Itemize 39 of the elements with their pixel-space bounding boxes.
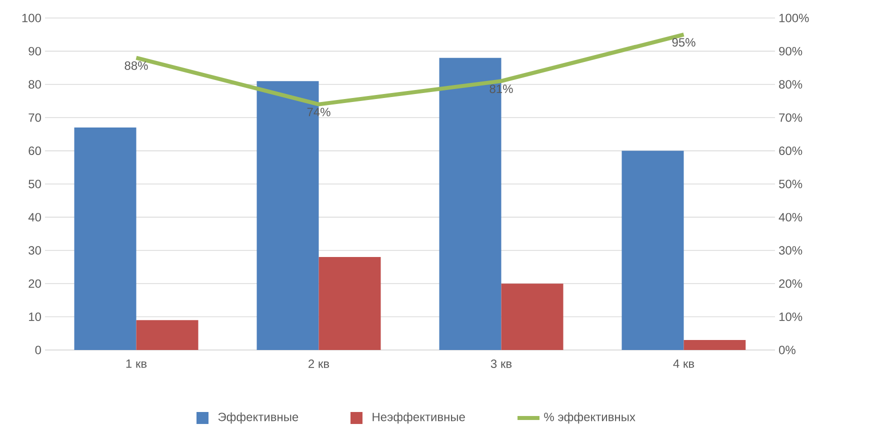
y-tick-label: 100 [22, 14, 42, 22]
y-tick-label: 10 [29, 312, 42, 322]
data-label: 88% [124, 61, 148, 70]
y-tick-label: 60 [28, 146, 42, 156]
y2-tick-label: 100% [779, 14, 809, 22]
y-tick-label: 40 [28, 212, 42, 222]
bar [318, 257, 381, 350]
y-tick-label: 90 [28, 46, 42, 56]
y2-tick-label: 10% [779, 312, 802, 322]
y2-tick-label: 30% [778, 246, 802, 255]
y2-tick-label: 20% [779, 279, 802, 288]
data-label: 95% [672, 38, 696, 47]
legend-label: Неэффективные [372, 412, 465, 424]
y2-tick-label: 50% [779, 180, 802, 188]
bar [136, 320, 198, 350]
y-tick-label: 80 [28, 80, 42, 89]
data-label: 74% [307, 108, 330, 116]
x-tick-label: 4 кв [673, 360, 694, 368]
y-tick-label: 20 [28, 279, 42, 288]
x-tick-label: 2 кв [308, 360, 330, 368]
data-label: 81% [490, 84, 513, 94]
y2-tick-label: 40% [778, 212, 802, 222]
bar [684, 340, 746, 350]
y2-tick-label: 0% [779, 346, 796, 354]
legend-label: Эффективные [218, 412, 298, 424]
y-tick-label: 50 [28, 180, 42, 188]
y2-tick-label: 90% [779, 46, 802, 56]
x-tick-label: 1 кв [126, 360, 147, 368]
y2-tick-label: 80% [779, 80, 802, 89]
y2-tick-label: 60% [779, 146, 802, 156]
y-tick-label: 0 [35, 346, 42, 354]
bar [622, 150, 684, 350]
bar [501, 284, 564, 350]
bar [74, 128, 136, 350]
y2-tick-label: 70% [779, 113, 802, 122]
y-tick-label: 70 [28, 113, 42, 122]
x-tick-label: 3 кв [490, 360, 512, 368]
y-tick-label: 30 [28, 246, 42, 255]
legend-label: % эффективных [544, 412, 636, 424]
